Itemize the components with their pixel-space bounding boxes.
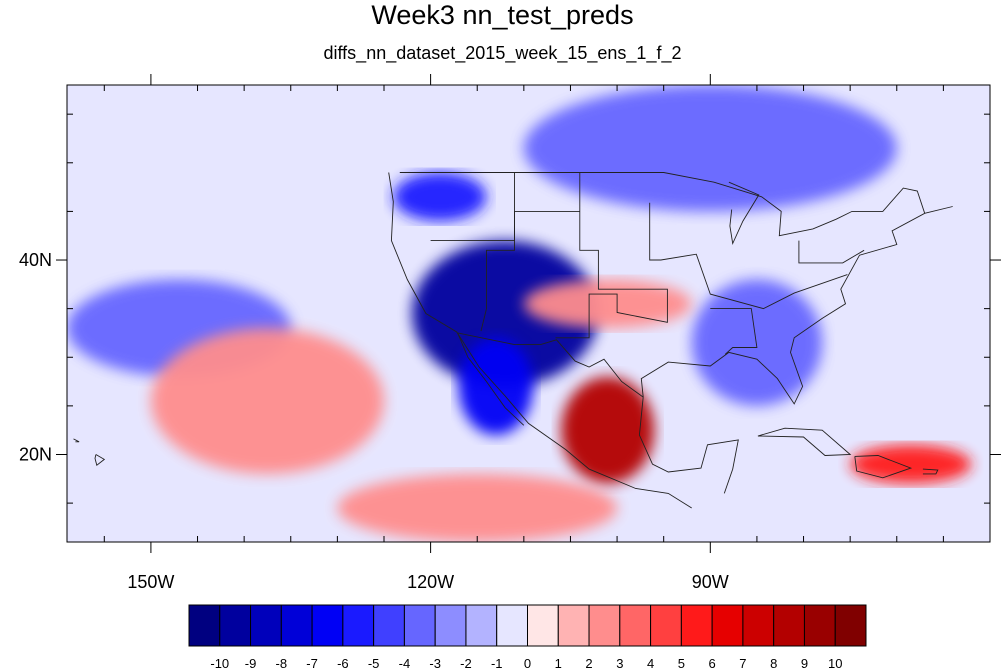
colorbar-box [680,604,713,647]
colorbar-label: 3 [616,656,623,671]
y-tick-label: 20N [19,444,52,464]
colorbar-box [219,604,252,647]
colorbar-label: -10 [210,656,229,671]
colorbar-label: -3 [429,656,441,671]
coastline [388,172,692,509]
coastline [710,308,758,355]
colorbar-label: 10 [828,656,842,671]
colorbar-label: 1 [555,656,562,671]
x-tick-label: 90W [692,572,729,592]
colorbar-label: -9 [245,656,257,671]
colorbar-label: 7 [739,656,746,671]
colorbar-box [465,604,498,647]
coastline [457,332,525,426]
colorbar-box [496,604,528,647]
coastline [728,181,760,246]
colorbar-box [342,604,375,647]
coastline [798,240,865,264]
colorbar-box [434,604,467,647]
colorbar-box [373,604,405,647]
colorbar-box [557,604,590,647]
colorbar-box [650,604,682,647]
colorbar-label: -5 [368,656,380,671]
x-tick-label: 120W [407,572,454,592]
coastline [457,332,644,398]
coastline [649,202,848,310]
anomaly-region [523,85,897,212]
anomaly-region [150,328,384,474]
colorbar-label: 9 [801,656,808,671]
anomaly-region [561,376,655,484]
colorbar-box [280,604,313,647]
colorbar-box [403,604,436,647]
coastline [399,172,926,237]
anomaly-region [523,279,692,329]
colorbar-box [250,604,282,647]
colorbar-label: -1 [491,656,503,671]
coastline [757,427,852,456]
anomaly-region [691,279,823,406]
colorbar-box [803,604,836,647]
anomaly-region [393,172,487,222]
coastline [73,438,80,443]
colorbar-label: 6 [709,656,716,671]
chart-subtitle: diffs_nn_dataset_2015_week_15_ens_1_f_2 [323,43,682,63]
y-tick-label: 40N [19,250,52,270]
colorbar-label: 4 [647,656,654,671]
x-tick-label: 150W [127,572,174,592]
anomaly-region [411,240,599,387]
colorbar-label: 8 [770,656,777,671]
colorbar-label: -4 [399,656,411,671]
chart-title: Week3 nn_test_preds [371,0,634,30]
anomaly-region [850,444,972,484]
coastline [555,172,668,339]
colorbar-box [742,604,775,647]
coastline [640,206,953,405]
colorbar-label: -7 [306,656,318,671]
colorbar-box [711,604,744,647]
colorbar-label: -2 [460,656,472,671]
coastline [638,397,739,494]
colorbar-label: 2 [585,656,592,671]
colorbar-label: -6 [337,656,349,671]
colorbar-box [588,604,621,647]
anomaly-region [458,337,534,436]
coastline [854,455,913,479]
colorbar-box [188,604,221,647]
colorbar-box [311,604,344,647]
plot-frame [66,84,991,543]
anomaly-region [337,473,618,542]
colorbar-box [527,604,559,647]
colorbar-label: -8 [276,656,288,671]
coastline [94,454,106,466]
colorbar-label: 5 [678,656,685,671]
colorbar-box [834,604,867,647]
colorbar-box [773,604,805,647]
coastline [922,468,939,475]
colorbar-label: 0 [524,656,531,671]
colorbar-box [619,604,652,647]
coastline [430,210,580,242]
